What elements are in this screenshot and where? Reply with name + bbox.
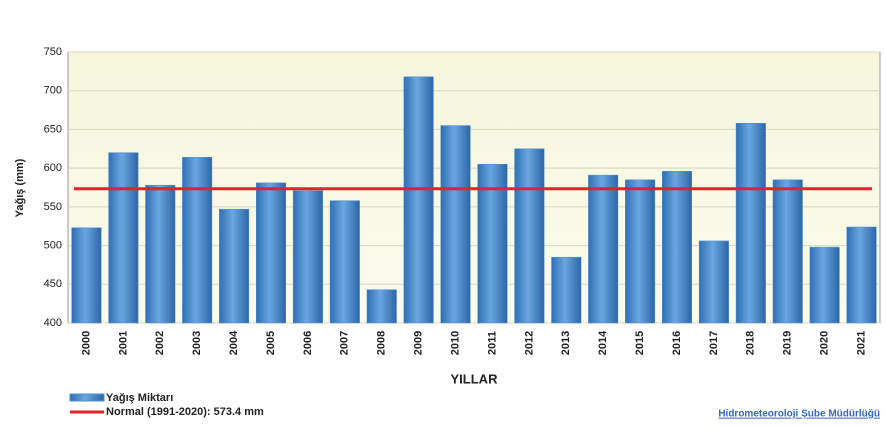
- bar: [182, 157, 213, 324]
- bar: [108, 152, 139, 324]
- x-tick-label: 2011: [486, 331, 498, 355]
- bar: [366, 289, 397, 324]
- x-tick-label: 2021: [855, 331, 867, 355]
- y-tick-label: 700: [44, 85, 62, 97]
- y-tick-label: 500: [44, 239, 62, 251]
- bar: [772, 179, 803, 324]
- x-tick-label: 2010: [449, 331, 461, 355]
- y-tick-label: 400: [44, 317, 62, 329]
- x-tick-label: 2018: [745, 331, 757, 355]
- x-tick-label: 2012: [523, 331, 535, 355]
- x-tick-label: 2016: [671, 331, 683, 355]
- bar: [292, 190, 323, 324]
- bar: [625, 179, 656, 324]
- x-tick-label: 2005: [265, 331, 277, 355]
- bar: [514, 148, 545, 324]
- y-tick-label: 450: [44, 278, 62, 290]
- x-tick-label: 2001: [117, 331, 129, 355]
- x-tick-label: 2019: [782, 331, 794, 355]
- footer: Hidrometeoroloji Şube Müdürlüğü: [718, 409, 880, 420]
- bar: [71, 227, 102, 324]
- bar: [477, 164, 508, 324]
- x-tick-label: 2006: [302, 331, 314, 355]
- y-tick-label: 750: [44, 46, 62, 58]
- legend-swatch: [69, 393, 105, 402]
- bar: [403, 76, 434, 324]
- bar: [255, 182, 287, 324]
- x-tick-label: 2002: [154, 331, 166, 355]
- x-tick-label: 2009: [413, 331, 425, 355]
- bar: [661, 170, 693, 324]
- bar: [551, 256, 582, 324]
- bar: [329, 200, 360, 324]
- x-axis-label: YILLAR: [451, 371, 499, 386]
- x-tick-label: 2020: [819, 331, 831, 355]
- x-tick-label: 2017: [708, 331, 720, 355]
- x-tick-label: 2015: [634, 331, 646, 355]
- bar: [440, 125, 471, 324]
- y-tick-label: 600: [44, 162, 62, 174]
- legend-label: Yağış Miktarı: [106, 392, 173, 404]
- y-tick-label: 650: [44, 123, 62, 135]
- legend-label: Normal (1991-2020): 573.4 mm: [106, 406, 264, 418]
- bar: [809, 246, 840, 324]
- bar: [846, 226, 877, 324]
- x-tick-label: 2013: [560, 331, 572, 355]
- y-axis-label: Yağış (mm): [14, 158, 26, 217]
- y-tick-label: 550: [44, 201, 62, 213]
- bar: [588, 174, 619, 324]
- x-tick-label: 2008: [376, 331, 388, 355]
- bar: [219, 208, 250, 324]
- x-tick-label: 2004: [228, 330, 240, 355]
- bar: [145, 184, 176, 324]
- bar: [735, 122, 766, 324]
- x-tick-label: 2007: [339, 331, 351, 355]
- x-tick-label: 2000: [80, 331, 92, 355]
- x-tick-label: 2003: [191, 331, 203, 355]
- x-tick-label: 2014: [597, 330, 609, 355]
- bar: [698, 240, 729, 324]
